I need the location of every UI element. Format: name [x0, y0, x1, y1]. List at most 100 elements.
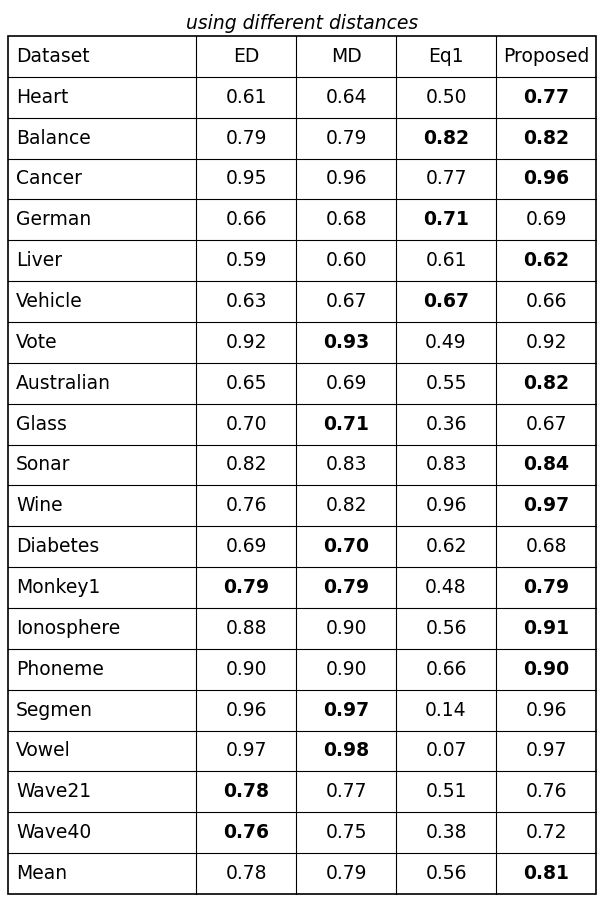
Text: 0.92: 0.92: [525, 333, 567, 352]
Text: 0.97: 0.97: [323, 701, 369, 720]
Text: 0.64: 0.64: [326, 87, 367, 106]
Text: 0.82: 0.82: [225, 456, 267, 474]
Text: 0.84: 0.84: [523, 456, 569, 474]
Text: Eq1: Eq1: [428, 47, 464, 66]
Text: 0.79: 0.79: [225, 129, 267, 148]
Text: 0.60: 0.60: [326, 252, 367, 271]
Text: 0.66: 0.66: [525, 292, 567, 311]
Text: 0.75: 0.75: [326, 824, 367, 842]
Text: 0.59: 0.59: [225, 252, 267, 271]
Text: 0.96: 0.96: [523, 170, 569, 189]
Text: 0.68: 0.68: [326, 210, 367, 229]
Text: 0.97: 0.97: [523, 496, 569, 515]
Text: 0.14: 0.14: [425, 701, 467, 720]
Text: 0.95: 0.95: [225, 170, 267, 189]
Text: 0.07: 0.07: [425, 741, 467, 760]
Text: Vowel: Vowel: [16, 741, 71, 760]
Text: Wave40: Wave40: [16, 824, 91, 842]
Text: 0.96: 0.96: [525, 701, 567, 720]
Text: 0.92: 0.92: [225, 333, 267, 352]
Text: Wave21: Wave21: [16, 782, 91, 801]
Text: 0.90: 0.90: [326, 619, 367, 638]
Text: 0.67: 0.67: [525, 415, 567, 434]
Text: 0.76: 0.76: [223, 824, 269, 842]
Text: 0.62: 0.62: [523, 252, 569, 271]
Text: 0.90: 0.90: [523, 659, 569, 679]
Text: 0.72: 0.72: [525, 824, 567, 842]
Text: 0.63: 0.63: [225, 292, 267, 311]
Text: 0.77: 0.77: [523, 87, 569, 106]
Text: 0.61: 0.61: [425, 252, 467, 271]
Text: Monkey1: Monkey1: [16, 578, 100, 597]
Text: 0.38: 0.38: [425, 824, 467, 842]
Text: Liver: Liver: [16, 252, 62, 271]
Text: 0.55: 0.55: [425, 373, 467, 392]
Text: 0.90: 0.90: [326, 659, 367, 679]
Text: 0.98: 0.98: [323, 741, 369, 760]
Text: 0.79: 0.79: [326, 864, 367, 883]
Text: 0.82: 0.82: [423, 129, 469, 148]
Text: Dataset: Dataset: [16, 47, 89, 66]
Text: 0.79: 0.79: [323, 578, 369, 597]
Text: 0.96: 0.96: [425, 496, 467, 515]
Text: 0.77: 0.77: [425, 170, 467, 189]
Text: MD: MD: [331, 47, 361, 66]
Text: 0.88: 0.88: [225, 619, 267, 638]
Text: 0.65: 0.65: [225, 373, 267, 392]
Text: 0.81: 0.81: [523, 864, 569, 883]
Text: 0.69: 0.69: [225, 538, 267, 557]
Text: 0.50: 0.50: [425, 87, 467, 106]
Text: 0.79: 0.79: [223, 578, 269, 597]
Text: Proposed: Proposed: [503, 47, 590, 66]
Text: 0.76: 0.76: [525, 782, 567, 801]
Text: 0.68: 0.68: [525, 538, 567, 557]
Text: 0.83: 0.83: [425, 456, 467, 474]
Text: 0.82: 0.82: [326, 496, 367, 515]
Text: 0.66: 0.66: [425, 659, 467, 679]
Text: 0.48: 0.48: [425, 578, 467, 597]
Text: 0.51: 0.51: [425, 782, 467, 801]
Text: 0.62: 0.62: [425, 538, 467, 557]
Text: 0.70: 0.70: [323, 538, 369, 557]
Text: 0.69: 0.69: [525, 210, 567, 229]
Text: 0.56: 0.56: [425, 619, 467, 638]
Text: 0.91: 0.91: [523, 619, 569, 638]
Text: 0.96: 0.96: [326, 170, 367, 189]
Text: 0.82: 0.82: [523, 129, 569, 148]
Text: 0.77: 0.77: [326, 782, 367, 801]
Text: 0.71: 0.71: [423, 210, 469, 229]
Text: 0.67: 0.67: [326, 292, 367, 311]
Text: 0.79: 0.79: [326, 129, 367, 148]
Text: 0.90: 0.90: [225, 659, 267, 679]
Text: 0.78: 0.78: [225, 864, 267, 883]
Text: 0.79: 0.79: [523, 578, 569, 597]
Text: Balance: Balance: [16, 129, 91, 148]
Text: 0.66: 0.66: [225, 210, 267, 229]
Text: 0.97: 0.97: [525, 741, 567, 760]
Text: using different distances: using different distances: [186, 14, 418, 33]
Text: 0.71: 0.71: [323, 415, 369, 434]
Text: Segmen: Segmen: [16, 701, 93, 720]
Text: Cancer: Cancer: [16, 170, 82, 189]
Text: Mean: Mean: [16, 864, 67, 883]
Text: 0.83: 0.83: [326, 456, 367, 474]
Text: 0.36: 0.36: [425, 415, 467, 434]
Text: 0.97: 0.97: [225, 741, 267, 760]
Text: Glass: Glass: [16, 415, 67, 434]
Text: 0.69: 0.69: [326, 373, 367, 392]
Text: 0.76: 0.76: [225, 496, 267, 515]
Text: 0.67: 0.67: [423, 292, 469, 311]
Text: Vote: Vote: [16, 333, 57, 352]
Text: ED: ED: [233, 47, 259, 66]
Text: Phoneme: Phoneme: [16, 659, 104, 679]
Text: Heart: Heart: [16, 87, 68, 106]
Text: Australian: Australian: [16, 373, 111, 392]
Text: Diabetes: Diabetes: [16, 538, 99, 557]
Text: 0.70: 0.70: [225, 415, 267, 434]
Text: Wine: Wine: [16, 496, 63, 515]
Text: 0.78: 0.78: [223, 782, 269, 801]
Text: Vehicle: Vehicle: [16, 292, 83, 311]
Text: 0.49: 0.49: [425, 333, 467, 352]
Text: Sonar: Sonar: [16, 456, 71, 474]
Text: 0.61: 0.61: [225, 87, 267, 106]
